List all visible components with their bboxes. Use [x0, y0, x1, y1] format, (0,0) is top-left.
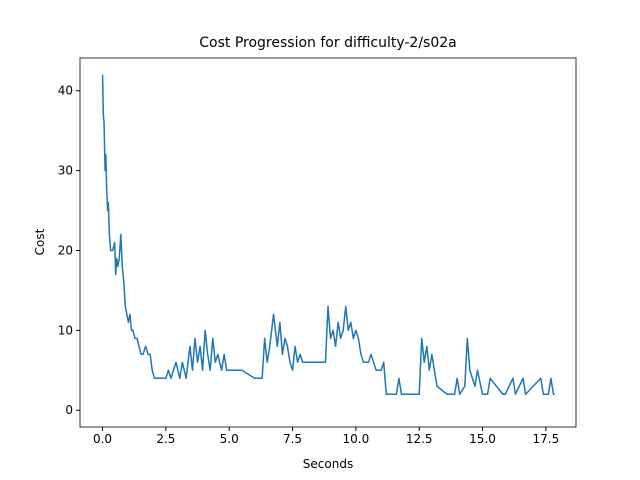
y-axis-label: Cost: [33, 228, 47, 255]
x-tick-label: 2.5: [156, 432, 175, 446]
x-tick-label: 10.0: [343, 432, 370, 446]
x-tick-label: 12.5: [406, 432, 433, 446]
x-tick-label: 17.5: [532, 432, 559, 446]
x-axis-label: Seconds: [303, 457, 353, 471]
y-tick-label: 10: [58, 323, 73, 337]
x-tick-label: 7.5: [283, 432, 302, 446]
y-tick-label: 20: [58, 243, 73, 257]
y-tick-label: 30: [58, 164, 73, 178]
plot-frame: [79, 57, 577, 428]
x-tick-label: 0.0: [93, 432, 112, 446]
x-tick-label: 15.0: [469, 432, 496, 446]
data-line: [101, 74, 555, 396]
y-tick-label: 40: [58, 84, 73, 98]
chart-title: Cost Progression for difficulty-2/s02a: [199, 35, 456, 51]
x-tick-label: 5.0: [220, 432, 239, 446]
y-tick-label: 0: [65, 403, 73, 417]
